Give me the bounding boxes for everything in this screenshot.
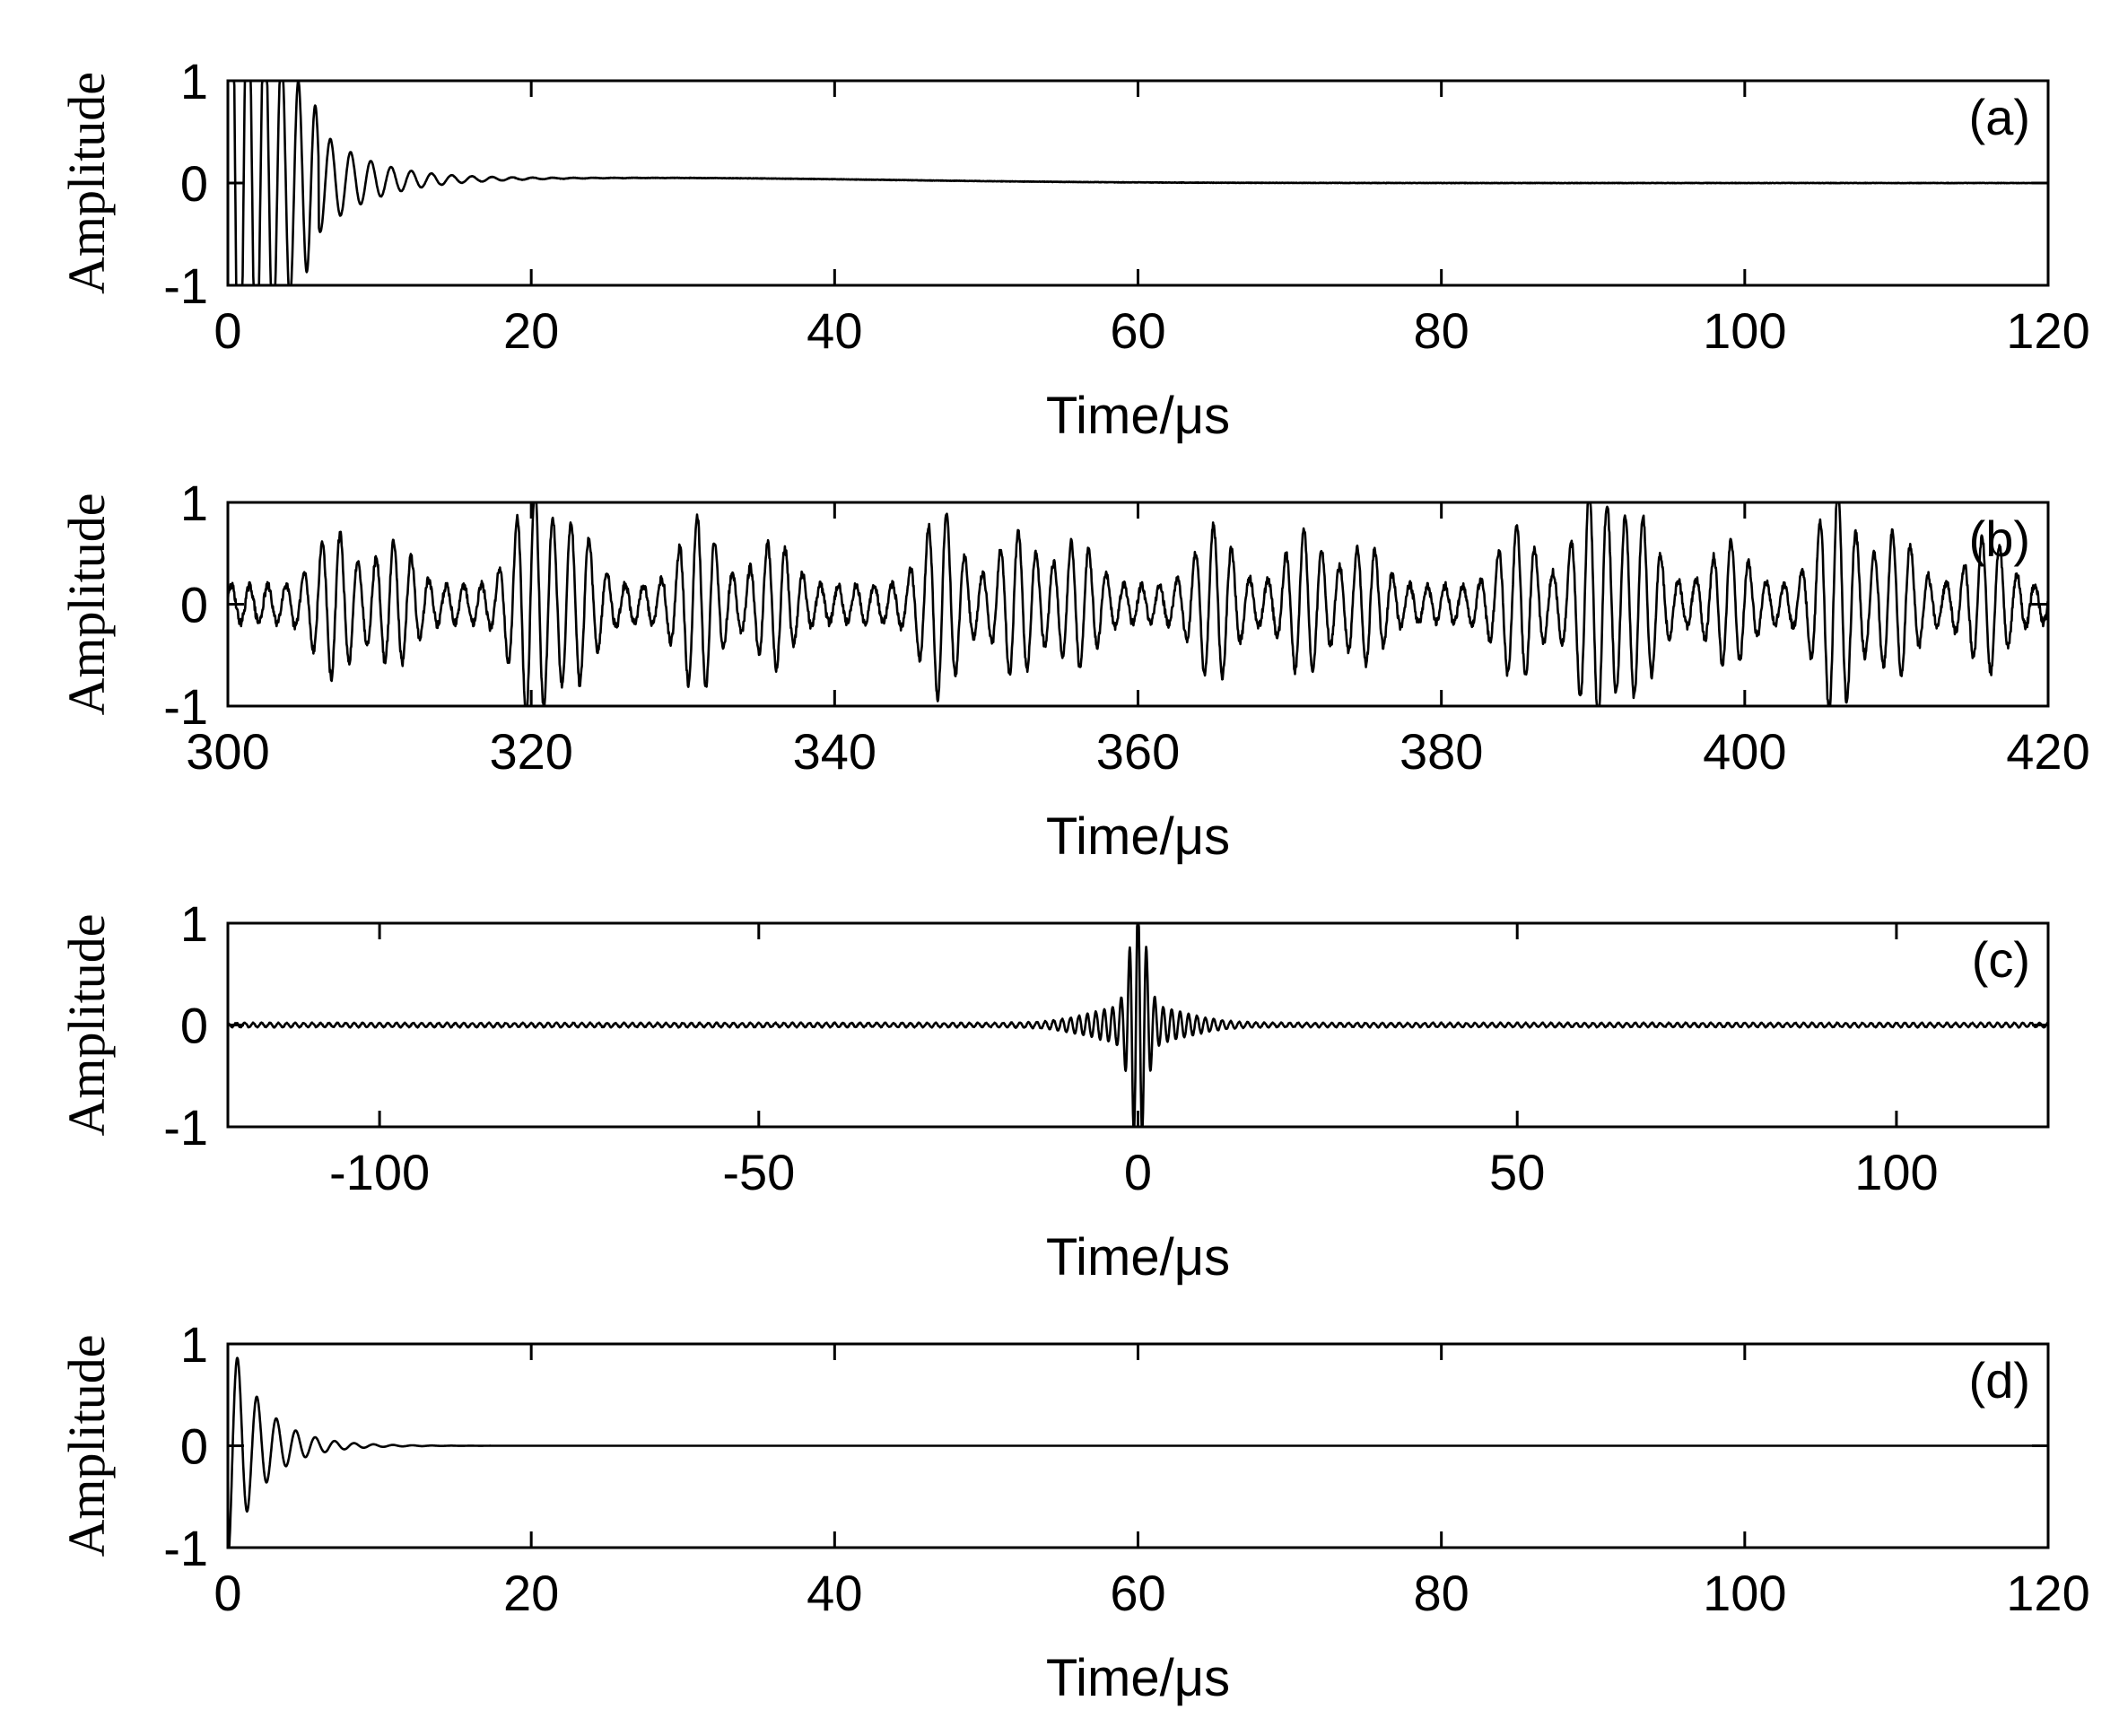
- x-tick-label: 20: [503, 1565, 559, 1621]
- series-line: [228, 502, 2048, 706]
- y-tick-label: 0: [180, 1418, 208, 1475]
- x-tick-label: 100: [1703, 1565, 1786, 1621]
- x-tick-label: 40: [807, 1565, 862, 1621]
- y-tick-label: 1: [180, 1316, 208, 1373]
- x-tick-label: 20: [503, 302, 559, 359]
- y-tick-label: -1: [163, 1099, 208, 1156]
- x-tick-label: 0: [214, 302, 241, 359]
- y-tick-label: 0: [180, 577, 208, 633]
- panel-label: (d): [1969, 1352, 2030, 1409]
- panel-c: -100 -50 0 50 100 -1 0 1 Time/μs Amplitude (c): [57, 895, 2050, 1287]
- y-tick-label: 0: [180, 155, 208, 212]
- x-axis-label: Time/μs: [1046, 1649, 1230, 1707]
- x-tick-label: 360: [1096, 723, 1180, 780]
- x-tick-label: 120: [2006, 1565, 2089, 1621]
- x-tick-label: 0: [214, 1565, 241, 1621]
- series-line: [228, 1357, 2048, 1548]
- y-axis-label: Amplitude: [57, 72, 116, 294]
- y-tick-label: -1: [163, 1520, 208, 1576]
- panel-b: 300 320 340 360 380 400 420 -1 0 1 Time/μs Amplitud…: [57, 475, 2090, 866]
- y-tick-label: -1: [163, 257, 208, 314]
- y-axis-label: Amplitude: [57, 913, 116, 1136]
- x-tick-label: 80: [1414, 1565, 1469, 1621]
- x-tick-label: -100: [329, 1144, 430, 1200]
- series-line: [228, 923, 2048, 1127]
- y-axis-label: Amplitude: [57, 493, 116, 715]
- x-tick-label: 100: [1854, 1144, 1938, 1200]
- x-tick-label: 60: [1110, 1565, 1165, 1621]
- y-tick-label: 1: [180, 475, 208, 531]
- x-tick-label: 50: [1489, 1144, 1545, 1200]
- panel-label: (b): [1969, 510, 2030, 567]
- x-tick-label: 80: [1414, 302, 1469, 359]
- x-tick-label: 100: [1703, 302, 1786, 359]
- y-tick-label: 1: [180, 53, 208, 109]
- y-tick-label: 1: [180, 895, 208, 952]
- x-axis-label: Time/μs: [1046, 1228, 1230, 1287]
- y-tick-label: 0: [180, 998, 208, 1054]
- x-tick-label: 300: [186, 723, 269, 780]
- x-tick-label: 120: [2006, 302, 2089, 359]
- x-tick-label: 340: [793, 723, 876, 780]
- x-axis-label: Time/μs: [1046, 807, 1230, 866]
- x-tick-label: -50: [722, 1144, 795, 1200]
- x-tick-label: 40: [807, 302, 862, 359]
- y-tick-label: -1: [163, 678, 208, 735]
- x-tick-label: 60: [1110, 302, 1165, 359]
- panel-label: (a): [1969, 89, 2030, 145]
- x-axis-label: Time/μs: [1046, 387, 1230, 445]
- x-tick-label: 380: [1400, 723, 1483, 780]
- series-line: [228, 81, 2048, 285]
- panel-label: (c): [1972, 931, 2030, 988]
- x-tick-label: 0: [1124, 1144, 1152, 1200]
- x-tick-label: 400: [1703, 723, 1786, 780]
- y-axis-label: Amplitude: [57, 1334, 116, 1557]
- x-tick-label: 420: [2006, 723, 2089, 780]
- x-tick-label: 320: [489, 723, 572, 780]
